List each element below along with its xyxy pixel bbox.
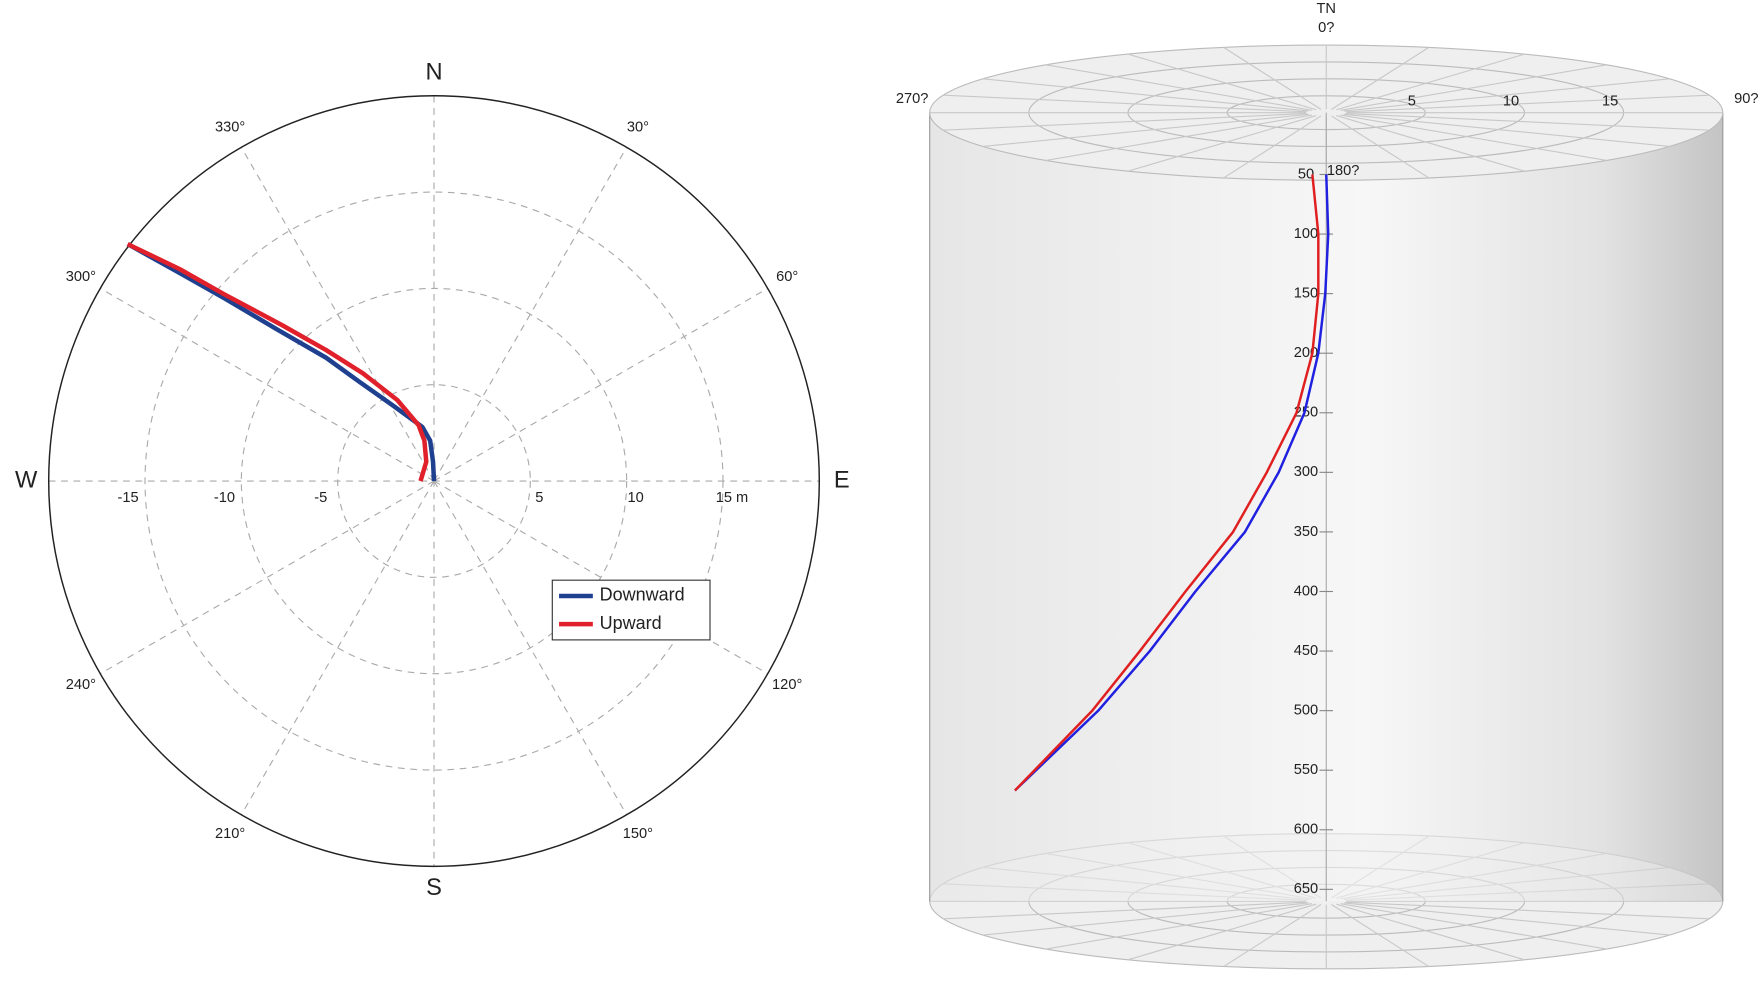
legend-box [551, 579, 711, 641]
theta-label: 30° [627, 120, 649, 136]
grid-spoke [1127, 115, 1317, 172]
grid-spoke [1340, 64, 1607, 111]
grid-spoke [1345, 94, 1710, 113]
depth-label: 300 [1294, 464, 1318, 480]
depth-label: 600 [1294, 822, 1318, 838]
theta-label: 330° [215, 120, 245, 136]
depth-label: 650 [1294, 881, 1318, 897]
north-label: TN [1317, 1, 1337, 17]
depth-label: 100 [1294, 226, 1318, 242]
theta-label: 300° [66, 269, 96, 285]
theta-label: 120° [772, 677, 802, 693]
grid-spoke [1343, 902, 1670, 936]
trajectory-line [126, 242, 429, 482]
direction-label: 0? [1318, 20, 1334, 36]
x-tick-label: 10 [628, 490, 644, 506]
trajectory-line [126, 242, 437, 482]
compass-label: W [15, 467, 38, 493]
grid-spoke [1127, 53, 1317, 111]
compass-label: S [426, 875, 442, 901]
grid-spoke [1336, 53, 1525, 111]
compass-label: E [834, 467, 850, 493]
grid-spoke [1331, 904, 1430, 968]
direction-label: 90? [1734, 91, 1758, 107]
trajectory-line [1014, 174, 1320, 792]
radial-label: 15 [1602, 93, 1618, 109]
direction-label: 180? [1327, 163, 1360, 179]
theta-label: 240° [66, 677, 96, 693]
legend-label: Upward [600, 613, 662, 633]
grid-spoke [1331, 115, 1430, 179]
grid-spoke [100, 480, 435, 675]
grid-spoke [1345, 901, 1710, 920]
grid-spoke [1223, 115, 1322, 179]
compass-label: N [425, 59, 442, 85]
theta-label: 60° [776, 269, 798, 285]
x-tick-label: -15 [118, 490, 139, 506]
grid-spoke [1045, 903, 1313, 950]
depth-label: 400 [1294, 583, 1318, 599]
grid-spoke [433, 287, 768, 482]
depth-label: 250 [1294, 405, 1318, 421]
depth-label: 500 [1294, 703, 1318, 719]
x-tick-label: -5 [314, 490, 327, 506]
grid-spoke [1340, 903, 1607, 950]
grid-spoke [982, 78, 1309, 112]
grid-spoke [1336, 903, 1525, 961]
x-tick-label: -10 [214, 490, 235, 506]
grid-spoke [1127, 903, 1317, 961]
grid-spoke [1045, 64, 1313, 111]
grid-spoke [1223, 46, 1322, 110]
grid-spoke [1223, 904, 1322, 968]
depth-label: 150 [1294, 286, 1318, 302]
theta-label: 150° [623, 826, 653, 842]
grid-spoke [1336, 115, 1525, 172]
grid-spoke [100, 287, 435, 482]
grid-spoke [1343, 113, 1670, 148]
depth-label: 350 [1294, 524, 1318, 540]
direction-label: 270? [896, 91, 929, 107]
grid-spoke [943, 112, 1307, 131]
legend-label: Downward [600, 585, 685, 605]
outer-circle [47, 95, 821, 868]
grid-spoke [982, 902, 1309, 936]
grid-spoke [433, 480, 628, 816]
x-tick-label: 5 [535, 490, 543, 506]
x-tick-label: 15 m [716, 490, 749, 506]
radial-label: 10 [1503, 93, 1519, 109]
depth-label: 450 [1294, 643, 1318, 659]
theta-label: 210° [215, 826, 245, 842]
depth-label: 200 [1294, 345, 1318, 361]
grid-spoke [240, 480, 435, 816]
grid-spoke [1340, 114, 1607, 162]
grid-spoke [943, 901, 1307, 920]
grid-spoke [1343, 78, 1670, 112]
grid-spoke [1045, 114, 1313, 162]
grid-spoke [982, 113, 1309, 148]
trajectory-line [1014, 174, 1330, 792]
grid-spoke [943, 94, 1307, 113]
grid-spoke [1345, 112, 1710, 131]
radial-label: 5 [1408, 93, 1416, 109]
grid-spoke [1331, 46, 1430, 110]
grid-spoke [433, 480, 768, 675]
depth-label: 550 [1294, 762, 1318, 778]
depth-label: 50 [1298, 166, 1314, 182]
